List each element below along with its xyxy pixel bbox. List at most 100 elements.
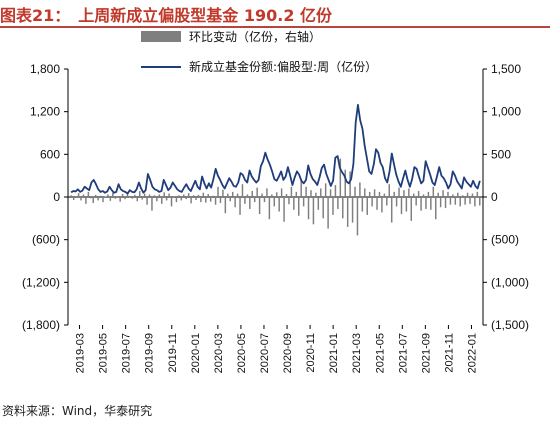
bar <box>412 193 415 197</box>
right-tick-label: (1,500) <box>491 318 529 332</box>
bar <box>300 179 302 197</box>
bar <box>70 195 72 197</box>
bar <box>437 192 439 197</box>
bar <box>205 197 207 203</box>
bar <box>153 195 156 197</box>
bar <box>180 197 183 201</box>
bar <box>293 197 295 210</box>
bar <box>364 188 366 197</box>
bar <box>405 197 408 212</box>
bar <box>361 197 364 212</box>
bar <box>425 197 427 209</box>
bar <box>322 197 324 219</box>
left-tick-label: (600) <box>32 233 60 247</box>
bar <box>138 191 141 197</box>
x-tick-label: 2019-05 <box>98 333 110 373</box>
bar <box>420 197 422 211</box>
bar <box>183 194 185 197</box>
left-tick-label: (1,800) <box>22 318 60 332</box>
bar <box>87 191 90 197</box>
bar <box>207 194 209 197</box>
bar <box>178 195 180 197</box>
bar <box>442 190 444 197</box>
bar <box>239 197 241 215</box>
bar <box>447 191 449 197</box>
bar <box>99 195 102 197</box>
tick-labels: 1,800 1,200 600 0 (600) (1,200) (1,800) 1,500 1,… <box>22 62 529 373</box>
bar <box>454 197 457 205</box>
bar <box>310 190 312 197</box>
bar <box>185 197 187 200</box>
bar <box>168 193 170 197</box>
bar <box>393 191 395 197</box>
x-tick-label: 2020-01 <box>190 333 202 373</box>
bar <box>307 197 310 220</box>
bar <box>329 189 332 197</box>
bar <box>320 188 322 197</box>
bar <box>346 197 349 227</box>
bar <box>444 197 447 209</box>
bar <box>452 194 454 197</box>
bar <box>200 197 202 203</box>
bar <box>192 195 195 197</box>
bar <box>466 192 469 197</box>
bar <box>273 197 276 207</box>
right-tick-label: 0 <box>491 190 498 204</box>
bar <box>285 194 288 197</box>
bar <box>77 193 80 197</box>
bar <box>268 197 271 220</box>
bar <box>244 197 246 204</box>
bar <box>295 191 298 197</box>
bar <box>439 197 442 208</box>
bar <box>383 193 386 197</box>
bar <box>253 197 256 203</box>
bar <box>219 197 222 203</box>
bar <box>236 193 239 197</box>
bar <box>334 185 337 197</box>
bar <box>417 191 420 197</box>
bar <box>479 197 481 206</box>
bar <box>170 197 173 207</box>
bar <box>432 186 435 197</box>
bar <box>351 197 354 223</box>
bar <box>148 194 151 197</box>
right-tick-label: 1,500 <box>491 62 521 76</box>
bar <box>457 192 459 197</box>
bar <box>371 197 373 207</box>
bar <box>422 194 425 197</box>
x-tick-label: 2021-07 <box>397 333 409 373</box>
bar <box>278 197 280 212</box>
bar <box>469 197 471 204</box>
right-tick-label: 1,000 <box>491 105 521 119</box>
bar <box>234 197 236 208</box>
x-tick-label: 2020-05 <box>236 333 248 373</box>
bar <box>386 197 388 206</box>
bar <box>143 193 146 197</box>
bar <box>222 189 224 197</box>
bar <box>214 197 217 205</box>
bar <box>366 197 368 215</box>
bar <box>175 197 178 203</box>
bar <box>156 197 158 202</box>
bar <box>317 197 320 210</box>
x-tick-label: 2019-11 <box>167 333 179 373</box>
bar <box>427 191 430 197</box>
source-note: 资料来源：Wind，华泰研究 <box>2 404 153 418</box>
bar <box>202 192 205 197</box>
bar <box>471 193 474 197</box>
left-tick-label: 1,800 <box>30 62 60 76</box>
bar <box>390 197 393 223</box>
right-tick-label: (1,000) <box>491 275 529 289</box>
bar <box>116 196 119 197</box>
left-tick-label: (1,200) <box>22 275 60 289</box>
x-tick-label: 2020-03 <box>213 333 225 373</box>
bar <box>163 192 165 197</box>
bar <box>400 197 403 215</box>
bar <box>261 193 263 197</box>
chart-area: 环比变动（亿份，右轴） 新成立基金份额:偏股型:周（亿份） 1,800 1,200 6… <box>22 29 529 373</box>
right-tick-label: 500 <box>491 147 511 161</box>
bar <box>283 197 285 222</box>
bar <box>173 196 175 197</box>
bar <box>403 190 405 197</box>
bar <box>146 197 148 205</box>
